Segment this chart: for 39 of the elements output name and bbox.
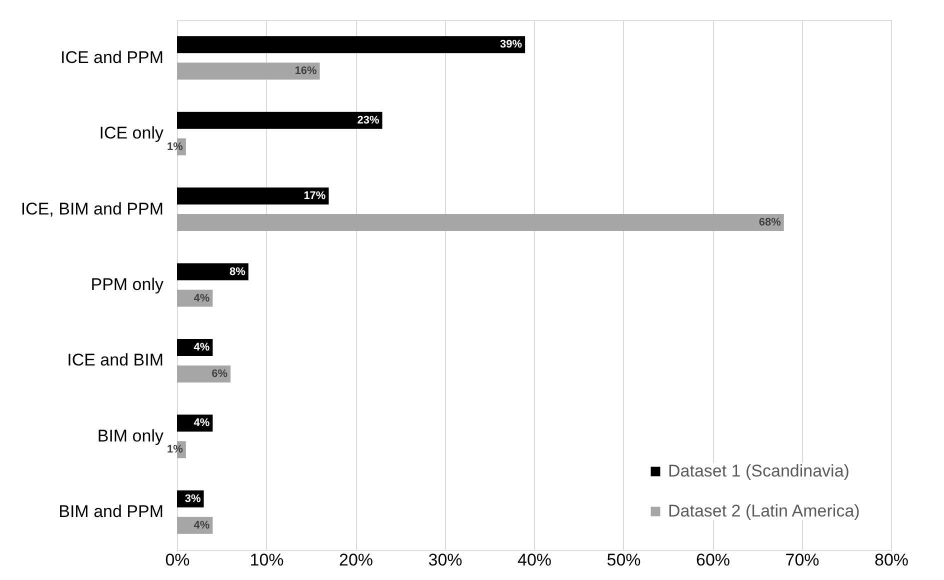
x-tick-label: 30% [428, 550, 462, 570]
data-label: 39% [500, 38, 522, 51]
y-tick-label: BIM only [97, 426, 164, 446]
legend-label: Dataset 1 (Scandinavia) [668, 462, 850, 480]
y-tick-label: ICE only [99, 124, 164, 143]
data-label: 1% [167, 140, 184, 153]
y-tick-label: BIM and PPM [58, 502, 164, 522]
y-tick-label: ICE and BIM [67, 350, 164, 370]
y-tick-label: ICE, BIM and PPM [20, 199, 164, 218]
data-label: 23% [357, 114, 380, 126]
data-label: 1% [167, 444, 184, 456]
bar [177, 62, 320, 80]
legend-label: Dataset 2 (Latin America) [668, 502, 860, 520]
y-tick-label: PPM only [90, 275, 164, 294]
x-tick-label: 70% [785, 550, 820, 570]
data-label: 4% [194, 417, 210, 430]
data-label: 3% [184, 492, 201, 505]
x-tick-label: 0% [165, 550, 190, 570]
x-tick-label: 50% [606, 550, 641, 570]
bar [177, 36, 526, 54]
x-tick-label: 40% [517, 550, 552, 570]
bar [177, 214, 784, 232]
bar [177, 365, 231, 382]
x-tick-label: 20% [338, 550, 374, 570]
data-label: 68% [758, 216, 782, 229]
x-tick-label: 60% [696, 550, 730, 570]
y-tick-label: ICE and PPM [60, 48, 164, 67]
bar [177, 188, 329, 205]
data-label: 4% [194, 519, 210, 532]
data-label: 16% [294, 65, 318, 78]
bar [177, 112, 382, 129]
data-label: 4% [194, 341, 210, 354]
data-label: 17% [304, 190, 326, 202]
x-tick-label: 80% [874, 550, 909, 570]
data-label: 4% [194, 292, 210, 304]
data-label: 8% [229, 266, 246, 278]
bar [177, 263, 248, 280]
x-tick-label: 10% [250, 550, 284, 570]
data-label: 6% [212, 368, 228, 380]
